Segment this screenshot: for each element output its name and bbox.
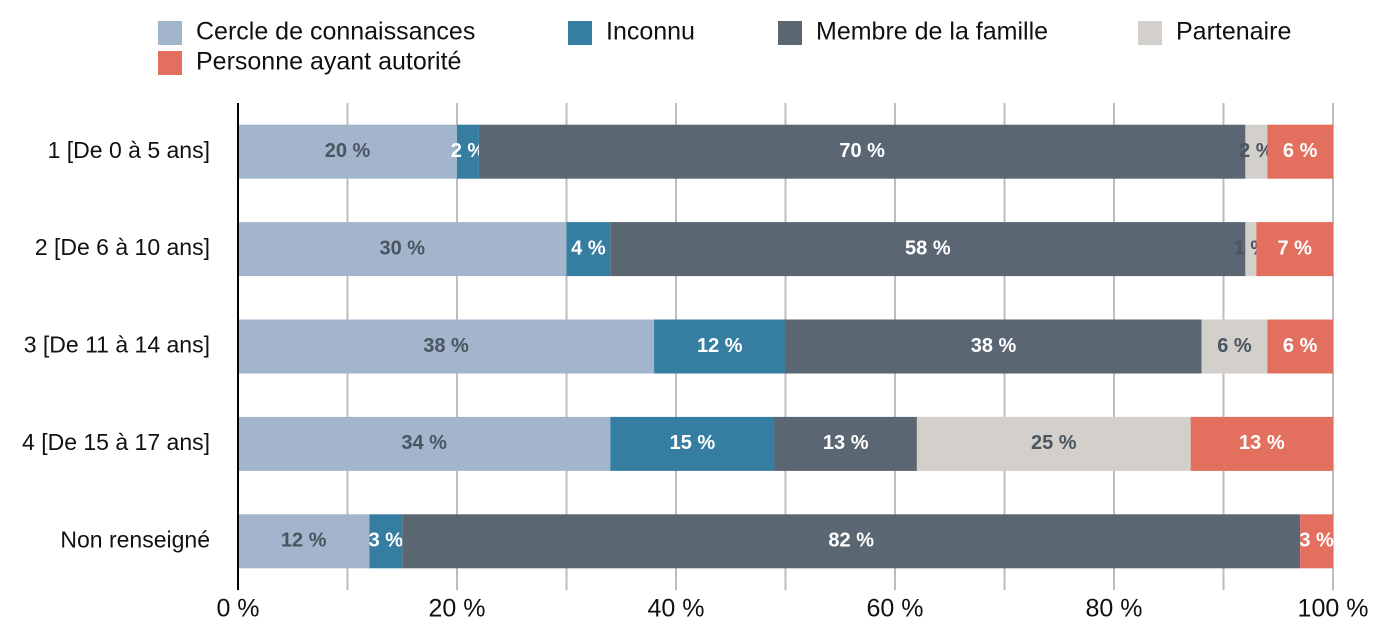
x-tick-label: 80 % bbox=[1086, 595, 1143, 623]
data-label: 82 % bbox=[828, 530, 874, 552]
x-tick-label: 100 % bbox=[1298, 595, 1369, 623]
bar-segment bbox=[238, 222, 567, 277]
bar-segment bbox=[1190, 416, 1333, 471]
y-tick-label: 1 [De 0 à 5 ans] bbox=[48, 137, 210, 163]
legend-swatch bbox=[1138, 21, 1162, 45]
bar-segment bbox=[238, 416, 611, 471]
bar-segment bbox=[785, 319, 1202, 374]
x-tick-label: 20 % bbox=[429, 595, 486, 623]
bar-segment bbox=[1267, 124, 1333, 179]
data-label: 2 % bbox=[451, 140, 486, 162]
data-label: 6 % bbox=[1283, 140, 1318, 162]
legend-swatch bbox=[568, 21, 592, 45]
data-label: 70 % bbox=[839, 140, 885, 162]
data-label: 13 % bbox=[823, 432, 869, 454]
bar-segment bbox=[774, 416, 917, 471]
bar-segment bbox=[610, 416, 775, 471]
bar-segment bbox=[1300, 514, 1333, 569]
y-tick-label: Non renseigné bbox=[60, 526, 210, 552]
bar-segment bbox=[369, 514, 403, 569]
bar-segment bbox=[1245, 222, 1257, 277]
bar-segment bbox=[654, 319, 786, 374]
y-tick-label: 2 [De 6 à 10 ans] bbox=[35, 234, 210, 260]
legend-swatch bbox=[158, 21, 182, 45]
bar-segment bbox=[238, 319, 655, 374]
legend-swatch bbox=[158, 51, 182, 75]
x-tick-label: 0 % bbox=[216, 595, 259, 623]
bar-segment bbox=[478, 124, 1246, 179]
data-label: 20 % bbox=[325, 140, 371, 162]
legend-label: Inconnu bbox=[606, 18, 695, 46]
bar-segment bbox=[1256, 222, 1333, 277]
data-label: 38 % bbox=[423, 335, 469, 357]
legend-label: Membre de la famille bbox=[816, 18, 1048, 46]
data-label: 3 % bbox=[369, 530, 404, 552]
bar-segment bbox=[457, 124, 479, 179]
bar-segment bbox=[1245, 124, 1268, 179]
bar-segment bbox=[238, 124, 457, 179]
data-label: 6 % bbox=[1283, 335, 1318, 357]
data-label: 2 % bbox=[1239, 140, 1274, 162]
data-label: 30 % bbox=[379, 237, 425, 259]
data-label: 4 % bbox=[571, 237, 606, 259]
legend-label: Personne ayant autorité bbox=[196, 48, 461, 76]
bar-segment bbox=[238, 514, 370, 569]
legend-swatch bbox=[778, 21, 802, 45]
bar-segment bbox=[1267, 319, 1333, 374]
data-label: 12 % bbox=[281, 530, 327, 552]
data-label: 12 % bbox=[697, 335, 743, 357]
data-label: 58 % bbox=[905, 237, 951, 259]
data-label: 15 % bbox=[670, 432, 716, 454]
x-tick-label: 40 % bbox=[648, 595, 705, 623]
data-label: 6 % bbox=[1217, 335, 1252, 357]
bar-segment bbox=[1201, 319, 1268, 374]
x-tick-label: 60 % bbox=[867, 595, 924, 623]
legend-label: Partenaire bbox=[1176, 18, 1291, 46]
data-label: 25 % bbox=[1031, 432, 1077, 454]
data-label: 7 % bbox=[1277, 237, 1312, 259]
y-tick-label: 3 [De 11 à 14 ans] bbox=[24, 332, 210, 358]
bar-segment bbox=[566, 222, 611, 277]
data-label: 13 % bbox=[1239, 432, 1285, 454]
data-label: 3 % bbox=[1299, 530, 1334, 552]
bar-segment bbox=[916, 416, 1191, 471]
bar-segment bbox=[610, 222, 1246, 277]
legend-label: Cercle de connaissances bbox=[196, 18, 475, 46]
data-label: 34 % bbox=[401, 432, 447, 454]
data-label: 38 % bbox=[971, 335, 1017, 357]
bar-segment bbox=[402, 514, 1301, 569]
y-tick-label: 4 [De 15 à 17 ans] bbox=[22, 429, 210, 455]
